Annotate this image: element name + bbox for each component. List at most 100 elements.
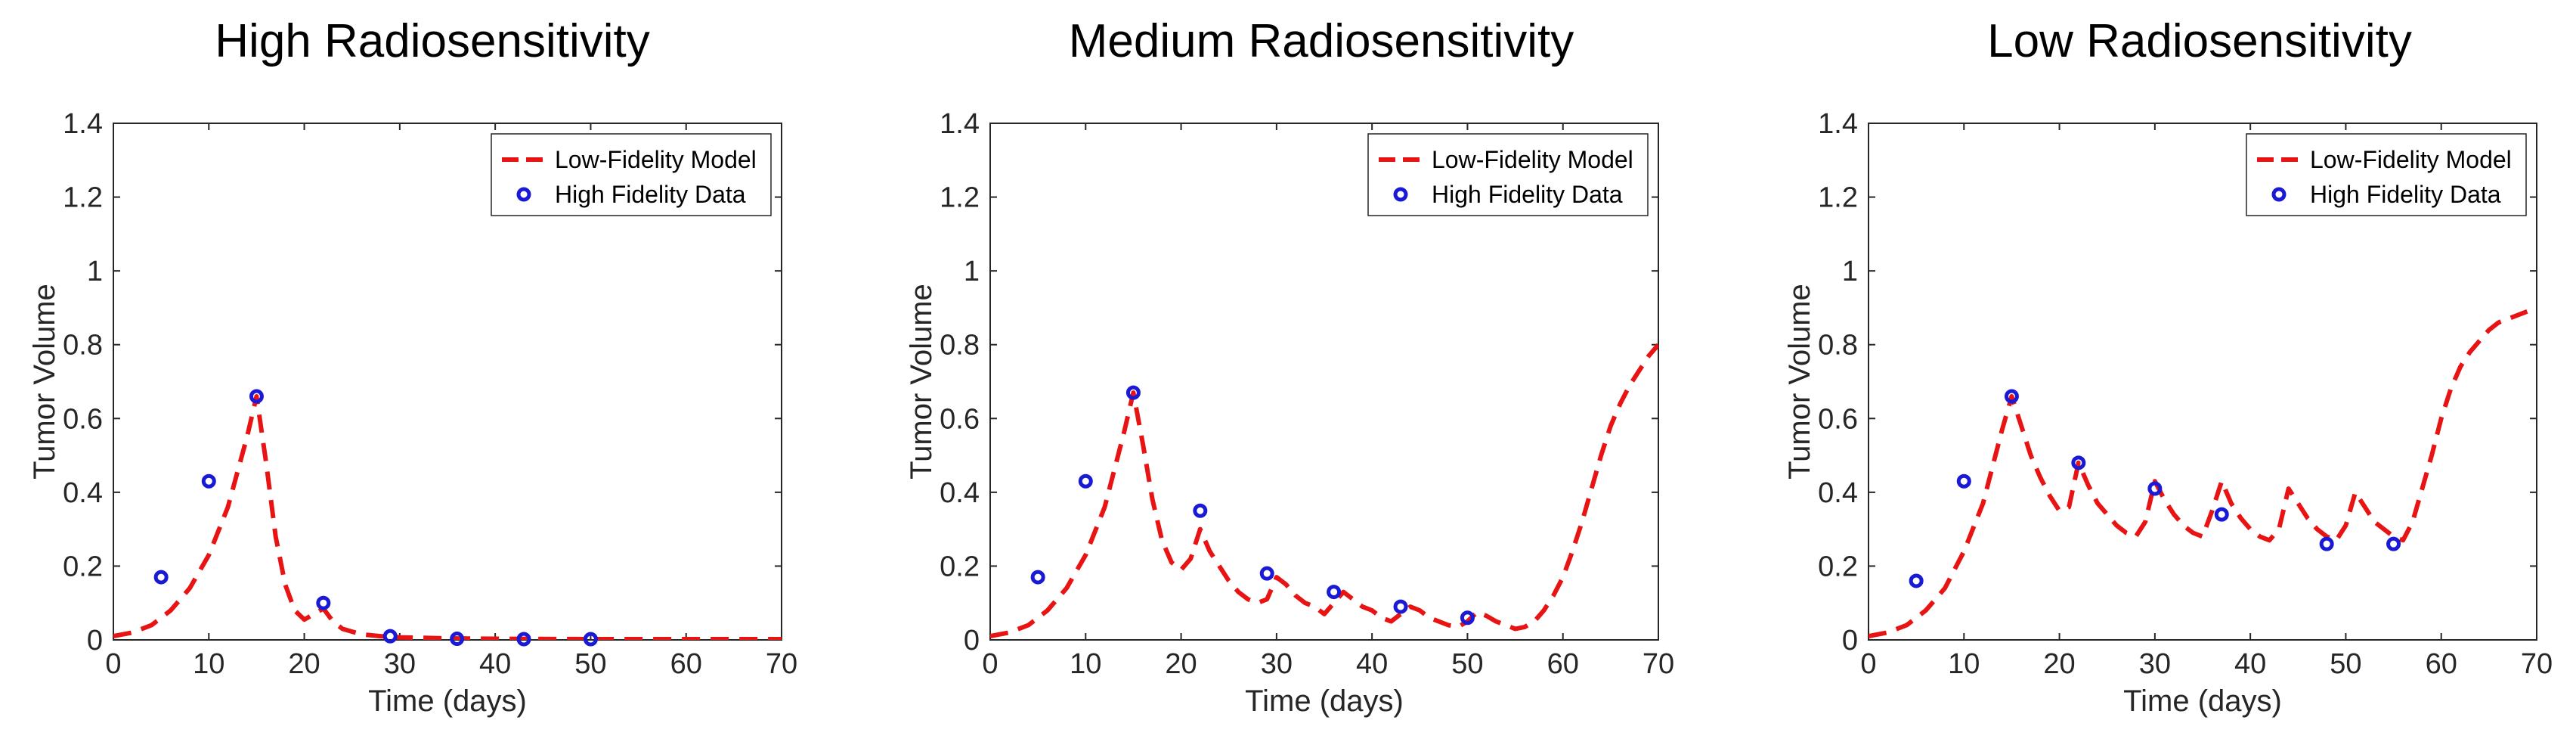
axes-box — [113, 123, 782, 641]
axes-box — [989, 123, 1659, 641]
x-tick-label: 50 — [574, 648, 606, 680]
legend-box — [491, 133, 772, 216]
x-tick-label: 20 — [2043, 648, 2075, 680]
legend-entry-data: High Fidelity Data — [2310, 181, 2501, 208]
y-axis-label: Tumor Volume — [1783, 284, 1816, 480]
x-tick-label: 30 — [1261, 648, 1293, 680]
x-tick-label: 20 — [288, 648, 320, 680]
data-point — [1193, 503, 1208, 518]
data-point — [201, 473, 216, 489]
data-point — [2147, 481, 2163, 496]
chart-panel-2: Medium Radiosensitivity 0 10 20 30 40 50 60 70 0 0… — [905, 15, 1674, 718]
y-axis-label: Tumor Volume — [28, 284, 61, 480]
data-point — [1259, 566, 1274, 581]
data-point — [316, 595, 331, 610]
legend-data-swatch — [516, 187, 531, 202]
y-tick-label: 1.4 — [940, 108, 980, 140]
data-point — [1393, 599, 1408, 614]
x-tick-label: 0 — [1860, 648, 1876, 680]
axes-box — [1868, 123, 2537, 641]
y-tick-label: 0.2 — [940, 551, 980, 582]
x-axis-label: Time (days) — [2123, 685, 2282, 718]
data-point — [1909, 573, 1924, 588]
plot-area — [1869, 309, 2528, 639]
x-tick-label: 30 — [384, 648, 416, 680]
chart-panel-1: High Radiosensitivity 0 10 20 30 40 50 60 70 0 0.2… — [28, 15, 797, 718]
data-point — [1078, 473, 1093, 489]
y-tick-label: 0.8 — [940, 330, 980, 362]
model-line — [990, 343, 1658, 639]
legend: Low-Fidelity Model High Fidelity Data — [2246, 133, 2527, 216]
x-tick-label: 20 — [1165, 648, 1197, 680]
data-point — [1030, 570, 1045, 585]
y-tick-label: 0.6 — [63, 403, 103, 435]
x-tick-label: 70 — [2521, 648, 2553, 680]
legend-data-swatch — [1393, 187, 1408, 202]
legend-box — [1367, 133, 1649, 216]
data-point — [450, 632, 465, 647]
chart-panel-3: Low Radiosensitivity 0 10 20 30 40 50 60 70 0 0.2 0… — [1783, 15, 2553, 718]
y-tick-label: 0.4 — [1818, 477, 1858, 509]
x-tick-label: 60 — [670, 648, 702, 680]
x-tick-label: 30 — [2139, 648, 2171, 680]
y-tick-label: 1.2 — [940, 182, 980, 214]
x-tick-label: 60 — [1547, 648, 1579, 680]
y-tick-label: 1.2 — [63, 182, 103, 214]
legend: Low-Fidelity Model High Fidelity Data — [1367, 133, 1649, 216]
x-tick-label: 60 — [2426, 648, 2457, 680]
x-axis-label: Time (days) — [368, 685, 527, 718]
plot-area — [990, 343, 1658, 639]
y-axis-label: Tumor Volume — [905, 284, 938, 480]
x-tick-label: 10 — [1948, 648, 1980, 680]
legend-box — [2246, 133, 2527, 216]
legend: Low-Fidelity Model High Fidelity Data — [491, 133, 772, 216]
model-line — [1869, 309, 2528, 639]
x-tick-label: 70 — [766, 648, 797, 680]
data-point — [2004, 389, 2019, 404]
y-tick-label: 0.6 — [1818, 403, 1858, 435]
data-point — [516, 632, 531, 647]
y-tick-label: 0 — [87, 625, 103, 657]
x-tick-label: 40 — [479, 648, 511, 680]
data-point — [583, 632, 598, 647]
data-point — [2071, 455, 2086, 470]
x-tick-label: 70 — [1643, 648, 1674, 680]
y-tick-label: 0.4 — [940, 477, 980, 509]
chart-title: Low Radiosensitivity — [1987, 15, 2412, 67]
y-tick-label: 1 — [1842, 256, 1858, 287]
y-tick-label: 1.4 — [63, 108, 103, 140]
data-point — [1125, 385, 1141, 400]
y-tick-label: 1.2 — [1818, 182, 1858, 214]
y-tick-label: 0.2 — [1818, 551, 1858, 582]
y-tick-label: 0 — [964, 625, 980, 657]
data-point — [1327, 585, 1342, 600]
plot-area — [113, 394, 782, 640]
y-tick-label: 0.8 — [1818, 330, 1858, 362]
y-tick-label: 0 — [1842, 625, 1858, 657]
y-tick-label: 0.2 — [63, 551, 103, 582]
y-tick-label: 1 — [87, 256, 103, 287]
data-point — [1460, 610, 1475, 626]
x-tick-label: 10 — [193, 648, 224, 680]
data-point — [153, 570, 169, 585]
legend-entry-model: Low-Fidelity Model — [555, 146, 757, 173]
legend-entry-data: High Fidelity Data — [1432, 181, 1623, 208]
data-point — [2214, 507, 2229, 522]
x-tick-label: 0 — [982, 648, 998, 680]
y-tick-label: 1 — [964, 256, 980, 287]
data-point — [382, 629, 398, 644]
data-point — [2386, 536, 2401, 551]
legend-data-swatch — [2271, 187, 2287, 202]
legend-entry-data: High Fidelity Data — [555, 181, 746, 208]
data-point — [2319, 536, 2334, 551]
y-tick-label: 0.6 — [940, 403, 980, 435]
chart-title: High Radiosensitivity — [215, 15, 649, 67]
data-point — [249, 389, 264, 404]
x-tick-label: 40 — [1356, 648, 1388, 680]
x-axis-label: Time (days) — [1245, 685, 1404, 718]
x-tick-label: 50 — [2330, 648, 2361, 680]
chart-title: Medium Radiosensitivity — [1069, 15, 1574, 67]
data-point — [1956, 473, 1971, 489]
x-tick-label: 10 — [1070, 648, 1101, 680]
